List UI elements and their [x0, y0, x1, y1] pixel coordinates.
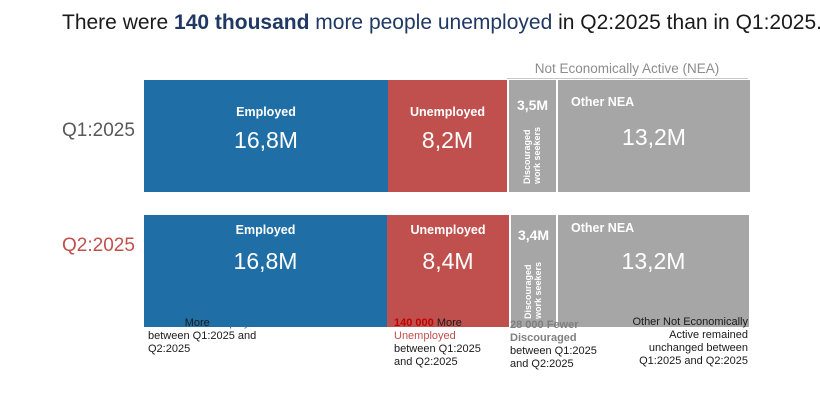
segment-name-employed: Employed	[235, 223, 296, 237]
note-employed: 19 000 More Employed between Q1:2025 and …	[148, 317, 348, 356]
headline-suffix: in Q2:2025 than in Q1:2025.	[552, 11, 820, 34]
segment-name-discouraged: Discouraged work seekers	[522, 261, 543, 319]
nea-group-title: Not Economically Active (NEA)	[534, 61, 720, 76]
note-unemployed-rest: between Q1:2025 and Q2:2025	[394, 343, 481, 368]
segment-name-unemployed: Unemployed	[409, 105, 485, 119]
note-other-nea: Other Not Economically Active remained u…	[632, 316, 748, 367]
headline-amount: 140 thousand	[174, 11, 310, 34]
value-label-other-nea: 13,2M	[622, 124, 686, 150]
chart-headline: There were 140 thousand more people unem…	[62, 8, 820, 38]
note-employed-amount: 19 000	[148, 317, 182, 329]
value-label-employed: 16,8M	[234, 127, 298, 153]
bar-unemployed-q1: Unemployed 8,2M	[388, 80, 507, 192]
segment-name-other-nea: Other NEA	[571, 221, 635, 235]
note-employed-rest: between Q1:2025 and Q2:2025	[148, 330, 257, 355]
note-discouraged-series: Discouraged	[510, 332, 577, 344]
row-label-q2: Q2:2025	[62, 235, 135, 256]
segment-name-discouraged: Discouraged work seekers	[521, 126, 542, 184]
bar-discouraged-q1: 3,5M Discouraged work seekers	[507, 80, 558, 192]
note-unemployed-series: Unemployed	[394, 330, 456, 342]
headline-prefix: There were	[62, 11, 175, 34]
note-discouraged-amount: 28 000	[510, 319, 544, 331]
bar-employed-q1: Employed 16,8M	[144, 80, 388, 192]
value-label-unemployed: 8,4M	[422, 248, 474, 274]
note-discouraged: 28 000 Fewer Discouraged between Q1:2025 a…	[510, 319, 610, 371]
bar-other-nea-q1: Other NEA 13,2M	[558, 80, 750, 192]
nea-group-divider	[507, 78, 748, 79]
segment-name-unemployed: Unemployed	[410, 223, 486, 237]
bar-employed-q2: Employed 16,8M	[144, 215, 387, 327]
value-label-discouraged: 3,5M	[516, 97, 549, 113]
note-discouraged-rest: between Q1:2025 and Q2:2025	[510, 345, 597, 370]
value-label-discouraged: 3,4M	[517, 227, 550, 243]
note-discouraged-word: Fewer	[543, 319, 579, 331]
note-unemployed-word: More	[433, 317, 462, 329]
value-label-employed: 16,8M	[233, 248, 298, 274]
value-label-unemployed: 8,2M	[421, 127, 474, 153]
value-label-other-nea: 13,2M	[621, 248, 686, 274]
note-employed-series: Employed	[212, 317, 262, 329]
note-unemployed-amount: 140 000	[394, 317, 434, 329]
segment-name-employed: Employed	[236, 105, 296, 119]
note-employed-word: More	[181, 317, 213, 329]
row-label-q1: Q1:2025	[62, 120, 135, 141]
bar-other-nea-q2: Other NEA 13,2M	[558, 215, 749, 327]
note-unemployed: 140 000 More Unemployed between Q1:2025 an…	[394, 317, 494, 369]
headline-phrase: more people unemployed	[315, 11, 553, 34]
segment-name-other-nea: Other NEA	[571, 95, 635, 109]
bar-unemployed-q2: Unemployed 8,4M	[387, 215, 509, 327]
bar-discouraged-q2: 3,4M Discouraged work seekers	[509, 215, 558, 327]
